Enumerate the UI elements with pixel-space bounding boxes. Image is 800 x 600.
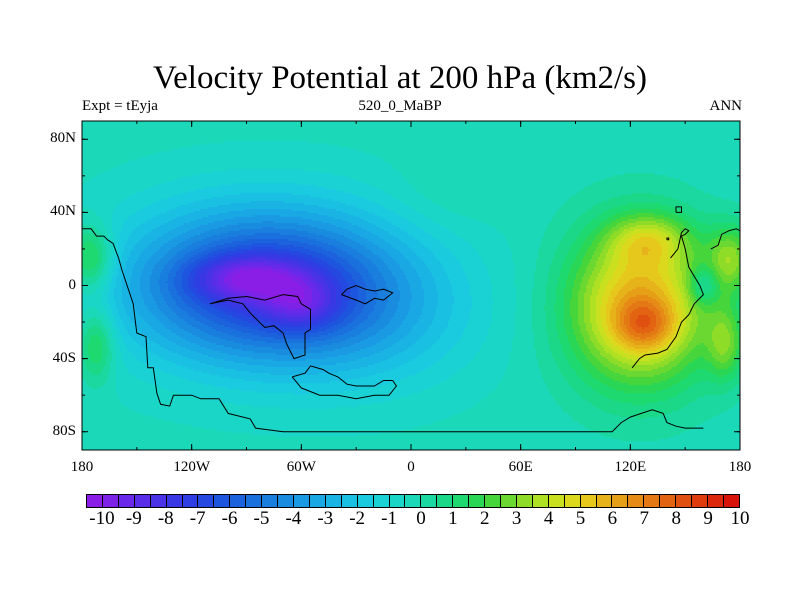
figure: Velocity Potential at 200 hPa (km2/s) Ex… (0, 0, 800, 600)
contour-field (82, 121, 741, 452)
